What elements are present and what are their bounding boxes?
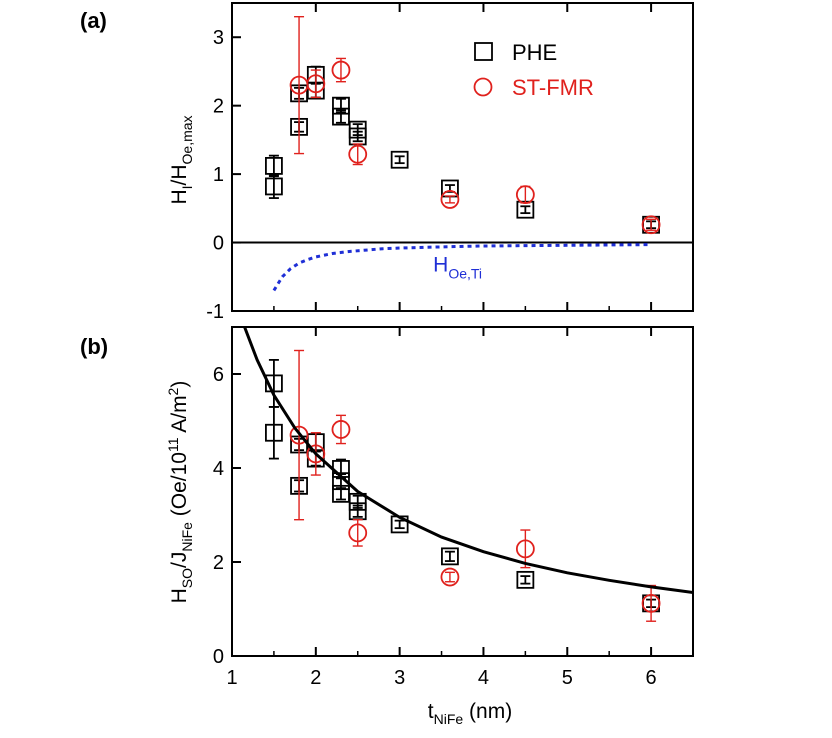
x-tick-label: 1 (226, 667, 237, 689)
panel-a-plot-area (265, 15, 661, 292)
legend-phe-label: PHE (512, 40, 557, 65)
stfmr-marker (306, 444, 326, 464)
stfmr-marker (331, 420, 351, 439)
phe-marker (265, 374, 283, 393)
y-tick-label: -1 (206, 301, 224, 323)
y-tick-label: 1 (213, 164, 224, 186)
phe-point (441, 547, 459, 566)
stfmr-point (440, 567, 460, 587)
stfmr-marker (641, 215, 661, 235)
x-tick-label: 3 (394, 667, 405, 689)
stfmr-marker (515, 539, 535, 559)
y-tick-label: 6 (213, 364, 224, 386)
phe-point (265, 405, 283, 460)
phe-marker (441, 547, 459, 566)
phe-point (348, 127, 367, 146)
stfmr-point (440, 190, 460, 209)
panel-a-frame (231, 2, 694, 312)
y-tick-label: 2 (213, 96, 224, 118)
panel-a-legend: PHE ST-FMR (473, 40, 594, 100)
stfmr-point (515, 185, 535, 205)
stfmr-point (331, 57, 351, 83)
panel-b-plot-area (243, 327, 693, 622)
phe-marker (390, 150, 409, 169)
panel-b-label: (b) (80, 334, 108, 359)
panel-b: (b) 0 2 4 6 1 2 3 4 5 6 HSO/JNiFe (Oe/1011 A/m2)… (80, 326, 694, 727)
stfmr-point (348, 519, 368, 547)
stfmr-marker (348, 144, 368, 164)
stfmr-marker (348, 523, 368, 543)
stfmr-marker (331, 60, 351, 80)
fit-curve (243, 327, 693, 595)
y-tick-label: 2 (213, 552, 224, 574)
panel-b-frame (231, 326, 694, 657)
y-tick-label: 4 (213, 458, 224, 480)
phe-point (348, 502, 367, 521)
legend-phe-marker (474, 42, 493, 61)
phe-marker (516, 570, 535, 589)
phe-point (265, 173, 283, 199)
x-tick-label: 4 (478, 667, 489, 689)
stfmr-point (641, 215, 661, 235)
panel-a-y-axis-title: HI/HOe,max (168, 115, 195, 204)
phe-marker (332, 107, 350, 126)
panel-b-y-axis-title: HSO/JNiFe (Oe/1011 A/m2) (165, 381, 195, 604)
phe-marker (265, 423, 283, 442)
stfmr-point (348, 143, 368, 166)
panel-a-x-ticks (231, 3, 653, 311)
stfmr-marker (440, 190, 460, 209)
hoe-ti-curve (272, 243, 652, 292)
stfmr-marker (289, 425, 309, 445)
panel-a-y-ticks: -1 0 1 2 3 (206, 27, 241, 323)
stfmr-marker (306, 74, 326, 94)
panel-b-x-axis-title: tNiFe (nm) (428, 700, 512, 727)
legend-stfmr-marker (473, 77, 493, 97)
phe-point (332, 107, 350, 126)
y-tick-label: 0 (213, 233, 224, 255)
stfmr-point (641, 584, 661, 622)
phe-point (332, 484, 350, 503)
x-tick-label: 5 (562, 667, 573, 689)
phe-point (516, 570, 535, 589)
stfmr-point (306, 69, 326, 99)
stfmr-point (515, 529, 535, 569)
stfmr-marker (440, 567, 460, 587)
phe-point (390, 150, 409, 169)
panel-a-label: (a) (80, 8, 107, 33)
legend-stfmr-label: ST-FMR (512, 75, 594, 100)
panel-b-y-ticks: 0 2 4 6 (213, 364, 241, 668)
stfmr-point (331, 414, 351, 445)
y-tick-label: 0 (213, 646, 224, 668)
x-tick-label: 2 (310, 667, 321, 689)
y-tick-label: 3 (213, 27, 224, 49)
phe-marker (265, 177, 283, 196)
stfmr-marker (641, 593, 661, 613)
panel-a: (a) -1 0 1 2 3 HI/HOe,max PHE ST-FMR HOe,Ti (80, 2, 694, 323)
panel-a-hoe-annotation: HOe,Ti (433, 253, 482, 281)
phe-point (265, 154, 283, 178)
stfmr-marker (515, 185, 535, 205)
phe-point (516, 200, 535, 219)
x-tick-label: 6 (646, 667, 657, 689)
panel-b-x-ticks: 1 2 3 4 5 6 (226, 327, 657, 689)
stfmr-point (289, 15, 309, 155)
